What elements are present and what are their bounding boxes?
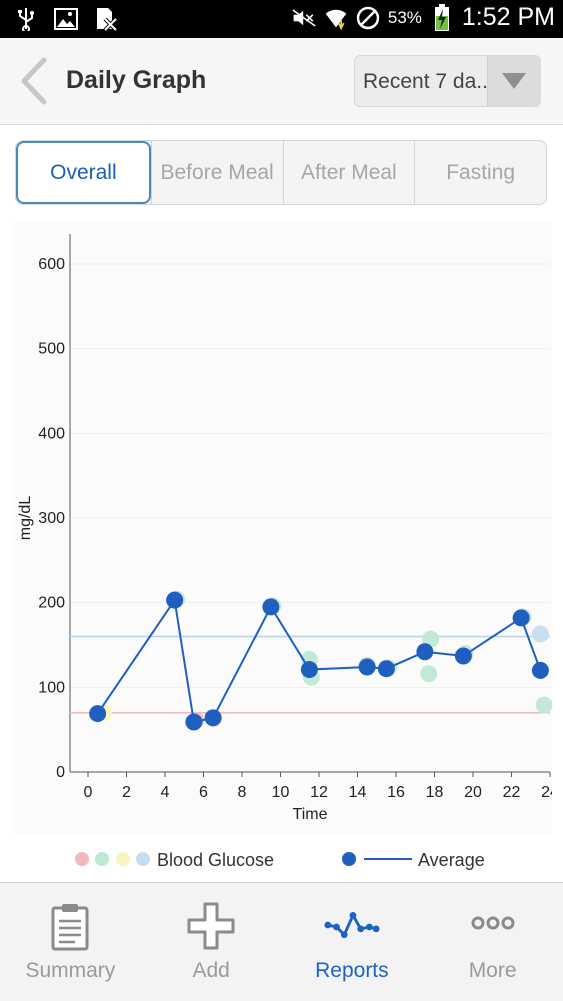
tab-fasting[interactable]: Fasting (414, 141, 546, 204)
status-time: 1:52 PM (461, 3, 555, 31)
y-tick-label: 600 (38, 256, 65, 273)
bottom-navigation: Summary Add Reports More (0, 882, 563, 1001)
app-header: Daily Graph Recent 7 da.. (0, 38, 563, 125)
y-axis-label: mg/dL (17, 496, 34, 541)
average-point (204, 709, 222, 727)
tab-after-meal[interactable]: After Meal (282, 141, 415, 204)
legend-dot-blue (136, 852, 150, 866)
x-tick-label: 22 (503, 784, 521, 801)
chevron-left-icon (21, 57, 47, 105)
x-tick-label: 0 (84, 784, 93, 801)
date-range-value: Recent 7 da.. (363, 70, 488, 93)
average-point (377, 660, 395, 678)
mute-icon (292, 5, 316, 31)
dropdown-arrow-icon (487, 56, 540, 106)
nav-more[interactable]: More (422, 883, 563, 1001)
glucose-point (535, 696, 553, 714)
battery-charging-icon (430, 3, 454, 31)
tab-before-meal[interactable]: Before Meal (150, 141, 283, 204)
sim-icon (94, 6, 118, 32)
page-title: Daily Graph (66, 66, 207, 94)
clipboard-icon (51, 904, 89, 951)
y-tick-label: 300 (38, 510, 65, 527)
usb-icon (14, 6, 38, 32)
y-tick-label: 200 (38, 595, 65, 612)
legend-average-line (364, 858, 412, 860)
legend-dot-yellow (116, 852, 130, 866)
block-icon (356, 5, 380, 31)
y-tick-label: 400 (38, 425, 65, 442)
nav-add[interactable]: Add (141, 883, 282, 1001)
nav-reports-label: Reports (315, 959, 389, 982)
status-bar: 53% 1:52 PM (0, 0, 563, 38)
legend-dot-green (95, 852, 109, 866)
nav-summary[interactable]: Summary (0, 883, 141, 1001)
wifi-icon (324, 5, 348, 31)
x-tick-label: 24 (541, 784, 552, 801)
x-tick-label: 12 (310, 784, 328, 801)
x-tick-label: 2 (122, 784, 131, 801)
chart-canvas: 0100200300400500600024681012141618202224… (17, 234, 559, 823)
x-tick-label: 18 (426, 784, 444, 801)
x-tick-label: 16 (387, 784, 405, 801)
reports-chart-icon (324, 911, 380, 939)
average-point (531, 661, 549, 679)
date-range-dropdown[interactable]: Recent 7 da.. (354, 55, 541, 107)
x-tick-label: 14 (349, 784, 367, 801)
x-tick-label: 10 (272, 784, 290, 801)
x-tick-label: 8 (238, 784, 247, 801)
meal-filter-tabs: Overall Before Meal After Meal Fasting (15, 140, 547, 205)
back-button[interactable] (14, 54, 54, 108)
nav-reports[interactable]: Reports (282, 883, 423, 1001)
legend-average: Average (418, 850, 485, 870)
average-point (185, 713, 203, 731)
average-point (512, 609, 530, 627)
legend-blood-glucose: Blood Glucose (157, 850, 275, 870)
legend-dot-pink (75, 852, 89, 866)
tab-overall[interactable]: Overall (16, 141, 151, 204)
nav-add-label: Add (192, 959, 230, 982)
average-point (454, 647, 472, 665)
battery-percent: 53% (387, 7, 422, 27)
nav-more-label: More (468, 959, 517, 982)
y-tick-label: 500 (38, 341, 65, 358)
nav-summary-label: Summary (25, 959, 116, 982)
x-tick-label: 20 (464, 784, 482, 801)
average-point (166, 591, 184, 609)
average-point (300, 661, 318, 679)
x-axis-label: Time (293, 806, 328, 823)
plus-icon (187, 902, 235, 950)
average-line (96, 597, 542, 724)
daily-glucose-chart: 0100200300400500600024681012141618202224… (12, 222, 559, 834)
glucose-point (420, 665, 438, 683)
average-point (89, 705, 107, 723)
image-icon (54, 6, 78, 32)
average-point (416, 643, 434, 661)
y-tick-label: 100 (38, 679, 65, 696)
more-dots-icon (471, 916, 515, 930)
average-point (262, 598, 280, 616)
y-tick-label: 0 (56, 764, 65, 781)
legend-average-dot (342, 852, 356, 866)
chart-legend: Blood Glucose Average (0, 842, 563, 878)
glucose-point (531, 625, 549, 643)
x-tick-label: 6 (199, 784, 208, 801)
x-tick-label: 4 (161, 784, 170, 801)
average-point (358, 658, 376, 676)
glucose-point (422, 630, 440, 648)
